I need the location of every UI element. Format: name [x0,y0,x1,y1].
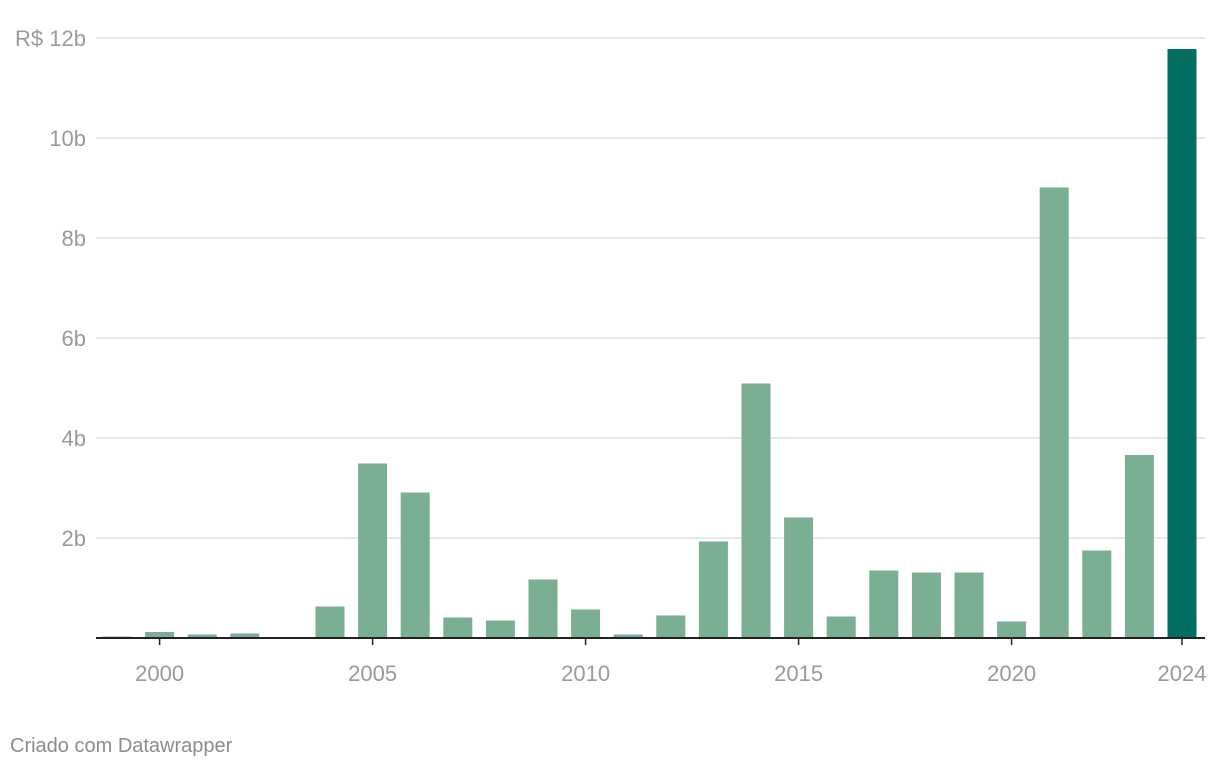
y-tick-label-10: 10b [49,126,86,151]
bar-2002 [230,633,260,638]
y-tick-label-12: R$ 12b [15,26,86,51]
bar-2016 [826,616,856,638]
x-tick-label-2010: 2010 [561,661,610,686]
bar-2024 [1167,49,1197,638]
y-tick-label-2: 2b [62,526,86,551]
x-tick-label-2015: 2015 [774,661,823,686]
x-tick-label-2000: 2000 [135,661,184,686]
bar-2004 [315,606,345,638]
bar-2019 [954,572,984,638]
bar-2022 [1082,550,1112,638]
bar-2008 [485,620,515,638]
y-tick-label-6: 6b [62,326,86,351]
datawrapper-credit: Criado com Datawrapper [10,735,233,757]
bar-2021 [1039,187,1069,638]
gridlines [96,37,1205,539]
x-tick-label-2024: 2024 [1158,661,1207,686]
y-axis-tick-labels: 2b 4b 6b 8b 10b R$ 12b [15,26,86,551]
x-tick-label-2005: 2005 [348,661,397,686]
bar-2007 [443,617,473,638]
bar-2011 [613,634,643,638]
bar-2015 [784,517,814,638]
bar-2006 [400,492,430,638]
bar-2020 [997,621,1027,638]
bar-2013 [698,541,728,638]
bar-2001 [187,634,217,638]
y-tick-label-8: 8b [62,226,86,251]
bars [102,49,1197,638]
bar-2009 [528,579,558,638]
bar-2000 [145,632,175,638]
bar-2012 [656,615,686,638]
x-axis [96,637,1205,645]
bar-2023 [1124,455,1154,638]
bar-2010 [571,609,601,638]
bar-2018 [911,572,941,638]
bar-2014 [741,383,771,638]
bar-2005 [358,463,388,638]
bar-2017 [869,570,899,638]
y-tick-label-4: 4b [62,426,86,451]
x-tick-label-2020: 2020 [987,661,1036,686]
x-axis-tick-labels: 2000 2005 2010 2015 2020 2024 [135,661,1206,686]
